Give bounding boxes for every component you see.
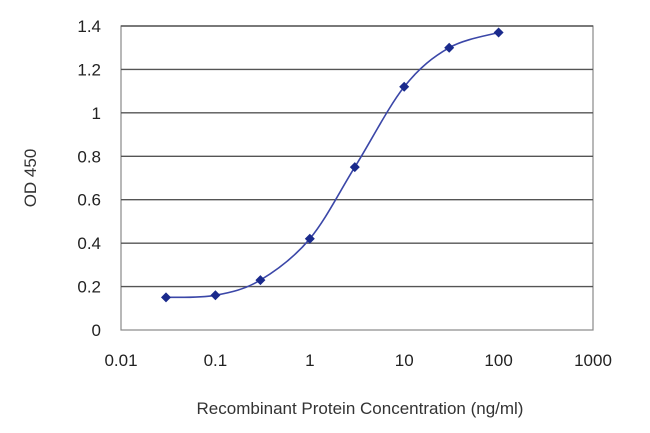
y-tick-label: 1	[92, 104, 101, 123]
data-point-marker	[161, 292, 171, 303]
y-tick-label: 1.4	[77, 17, 101, 36]
data-point-marker	[304, 233, 315, 244]
plot-area-frame	[120, 25, 594, 331]
line-layer	[165, 31, 499, 299]
y-tick-label: 0	[92, 321, 101, 340]
x-tick-label: 0.01	[104, 351, 137, 370]
y-tick-labels: 0 0.2 0.4 0.6 0.8 1 1.2 1.4	[77, 17, 101, 340]
x-tick-labels: 0.01 0.1 1 10 100 1000	[104, 351, 611, 370]
x-axis-title: Recombinant Protein Concentration (ng/ml…	[197, 399, 524, 418]
series-line	[165, 31, 499, 299]
y-tick-label: 0.6	[77, 191, 101, 210]
grid-layer	[121, 25, 593, 288]
y-tick-label: 0.8	[77, 147, 101, 166]
data-point-marker	[210, 290, 221, 301]
marker-layer	[161, 27, 504, 303]
data-point-marker	[255, 275, 266, 286]
y-tick-label: 0.2	[77, 278, 101, 297]
data-point-marker	[399, 81, 410, 92]
data-point-marker	[444, 42, 455, 53]
x-tick-label: 100	[484, 351, 512, 370]
x-tick-label: 1	[305, 351, 314, 370]
data-point-marker	[349, 162, 360, 173]
x-tick-label: 0.1	[204, 351, 228, 370]
plot-frame-layer	[120, 25, 594, 331]
x-tick-label: 1000	[574, 351, 612, 370]
y-tick-label: 1.2	[77, 60, 101, 79]
y-axis-title: OD 450	[21, 149, 40, 208]
x-tick-label: 10	[395, 351, 414, 370]
data-point-marker	[493, 27, 504, 38]
y-tick-label: 0.4	[77, 234, 101, 253]
